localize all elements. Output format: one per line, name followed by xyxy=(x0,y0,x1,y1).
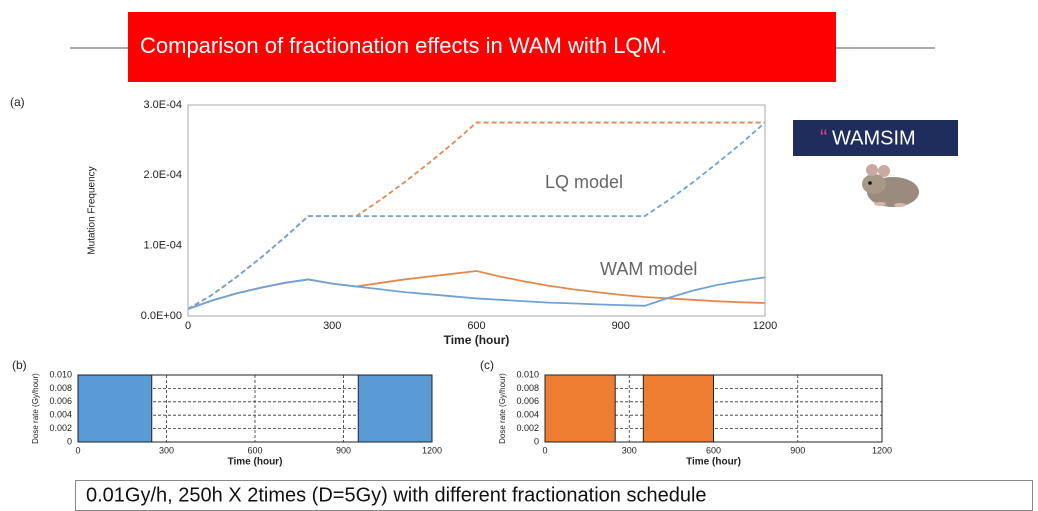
badge xyxy=(793,120,958,156)
plot-frame xyxy=(544,374,883,443)
bar xyxy=(357,374,433,443)
y-tick-label: 0.008 xyxy=(49,383,72,393)
badge-label: WAMSIM xyxy=(832,127,916,149)
annotation: LQ model xyxy=(545,172,623,192)
y-tick-label: 3.0E-04 xyxy=(143,99,182,111)
caption: 0.01Gy/h, 250h X 2times (D=5Gy) with dif… xyxy=(86,484,707,506)
panel-label: (a) xyxy=(10,95,25,109)
bar xyxy=(544,374,616,443)
x-tick-label: 600 xyxy=(706,445,721,455)
x-axis-label: Time (hour) xyxy=(444,333,510,347)
y-tick-label: 0.008 xyxy=(516,383,539,393)
x-tick-label: 1200 xyxy=(872,445,892,455)
y-tick-label: 0.0E+00 xyxy=(141,310,182,322)
x-tick-label: 600 xyxy=(247,445,262,455)
caption-box xyxy=(75,480,1033,511)
x-axis-label: Time (hour) xyxy=(228,457,283,468)
x-tick-label: 900 xyxy=(612,320,630,332)
y-tick-label: 0.004 xyxy=(516,410,539,420)
x-tick-label: 1200 xyxy=(422,445,442,455)
series-line xyxy=(187,121,766,310)
x-tick-label: 300 xyxy=(622,445,637,455)
y-tick-label: 2.0E-04 xyxy=(143,169,182,181)
y-tick-label: 0.002 xyxy=(516,423,539,433)
x-tick-label: 300 xyxy=(323,320,341,332)
badge-quote: “ xyxy=(820,125,827,150)
y-tick-label: 0 xyxy=(534,436,539,446)
x-tick-label: 900 xyxy=(790,445,805,455)
x-tick-label: 900 xyxy=(336,445,351,455)
y-axis-label: Dose rate (Gy/hour) xyxy=(498,373,507,444)
y-tick-label: 0.006 xyxy=(49,396,72,406)
plot-frame xyxy=(187,104,766,317)
series-line xyxy=(187,276,766,310)
y-tick-label: 0.006 xyxy=(516,396,539,406)
bar xyxy=(642,374,715,443)
x-tick-label: 600 xyxy=(467,320,485,332)
x-tick-label: 0 xyxy=(75,445,80,455)
mouse-icon xyxy=(862,164,919,207)
annotation: WAM model xyxy=(600,259,697,279)
y-tick-label: 0.010 xyxy=(49,369,72,379)
slide-title: Comparison of fractionation effects in W… xyxy=(140,33,667,58)
y-tick-label: 0 xyxy=(67,436,72,446)
y-tick-label: 1.0E-04 xyxy=(143,240,182,252)
plot-frame xyxy=(77,374,433,443)
y-tick-label: 0.004 xyxy=(49,410,72,420)
y-tick-label: 0.010 xyxy=(516,369,539,379)
bar xyxy=(77,374,153,443)
y-axis-label: Mutation Frequency xyxy=(87,166,98,254)
y-tick-label: 0.002 xyxy=(49,423,72,433)
x-axis-label: Time (hour) xyxy=(686,457,741,468)
panel-label: (c) xyxy=(480,358,494,372)
title-banner xyxy=(128,12,836,82)
x-tick-label: 1200 xyxy=(753,320,777,332)
panel-label: (b) xyxy=(12,358,27,372)
x-tick-label: 0 xyxy=(185,320,191,332)
x-tick-label: 300 xyxy=(159,445,174,455)
y-axis-label: Dose rate (Gy/hour) xyxy=(31,373,40,444)
series-line xyxy=(187,121,765,310)
x-tick-label: 0 xyxy=(542,445,547,455)
